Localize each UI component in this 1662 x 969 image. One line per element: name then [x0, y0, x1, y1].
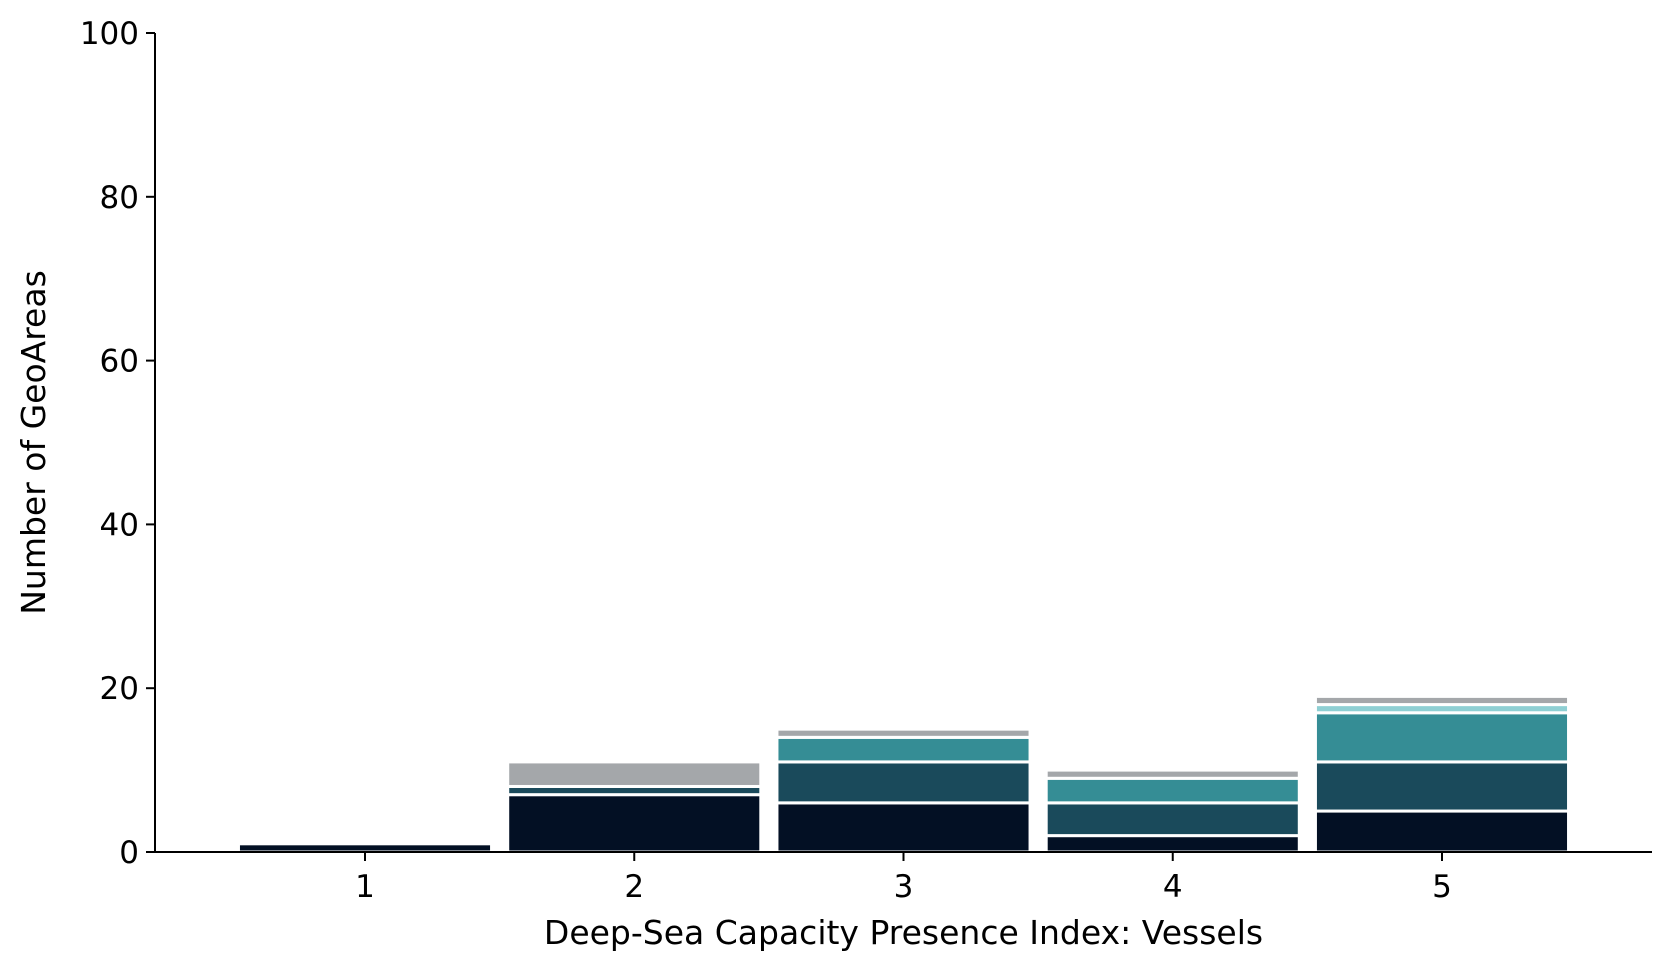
x-axis-ticks: 1 2 3 4 5 — [355, 852, 1452, 905]
bar-segment-3-5 — [775, 727, 1032, 739]
bar-segment-4-2 — [1044, 801, 1301, 838]
bar-segment-2-1 — [506, 793, 763, 854]
bar-segment-5-1 — [1313, 809, 1571, 854]
bar-segment-1-1 — [236, 842, 494, 854]
x-tick-label-3: 3 — [894, 869, 914, 905]
bar-segment-2-5 — [506, 760, 763, 788]
y-tick-label-0: 0 — [119, 835, 139, 871]
x-tick-label-1: 1 — [355, 869, 375, 905]
y-tick-label-80: 80 — [100, 180, 139, 216]
bar-segment-3-2 — [775, 760, 1032, 805]
x-tick-label-5: 5 — [1432, 869, 1452, 905]
bar-segment-4-5 — [1044, 768, 1301, 780]
bar-segment-5-5 — [1313, 694, 1571, 707]
y-tick-label-40: 40 — [100, 507, 139, 543]
bar-segment-5-3 — [1313, 711, 1571, 764]
bar-segment-4-3 — [1044, 776, 1301, 805]
y-axis-ticks: 0 20 40 60 80 100 — [80, 16, 155, 871]
bar-segment-5-2 — [1313, 760, 1571, 813]
x-tick-label-2: 2 — [624, 869, 644, 905]
bar-segment-4-1 — [1044, 834, 1301, 854]
x-tick-label-4: 4 — [1163, 869, 1183, 905]
y-tick-label-20: 20 — [100, 671, 139, 707]
bars — [236, 694, 1571, 854]
y-tick-label-60: 60 — [100, 344, 139, 380]
y-tick-label-100: 100 — [80, 16, 139, 52]
x-axis-title: Deep-Sea Capacity Presence Index: Vessel… — [544, 913, 1263, 952]
bar-segment-3-1 — [775, 801, 1032, 854]
bar-segment-3-3 — [775, 735, 1032, 764]
y-axis-title: Number of GeoAreas — [14, 270, 53, 615]
